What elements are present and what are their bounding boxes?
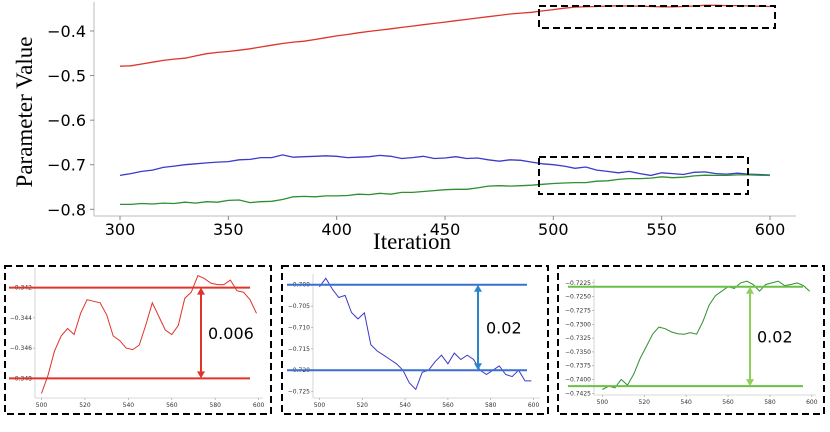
inset-y-tick-label: −0.725 xyxy=(288,389,310,396)
inset-y-tick-label: −0.710 xyxy=(288,324,310,331)
main-series-group xyxy=(119,4,771,206)
inset-x-tick-label: 580 xyxy=(210,402,222,409)
inset-x-tick-label: 520 xyxy=(79,402,91,409)
inset-y-tick-label: −0.705 xyxy=(288,303,310,310)
main-y-label: Parameter Value xyxy=(12,37,37,188)
inset-y-tick-label: −0.7325 xyxy=(565,335,591,342)
inset-y-tick-label: −0.7350 xyxy=(565,349,591,356)
range-annotation: 0.006 xyxy=(208,324,254,343)
inset-x-tick-label: 560 xyxy=(442,402,454,409)
main-y-tick-label: −0.7 xyxy=(47,156,86,175)
main-x-label: Iteration xyxy=(373,229,451,254)
inset-series-line-0 xyxy=(41,274,257,394)
inset-series-line-0 xyxy=(602,280,811,390)
main-x-ticks: 300 350 400 450 500 550 600 xyxy=(105,216,786,239)
inset-chart-green: −0.7225 −0.7250 −0.7275 −0.7300 −0.7325 −0.73… xyxy=(565,279,818,406)
range-annotation: 0.02 xyxy=(486,318,522,337)
inset-x-tick-label: 600 xyxy=(806,399,818,406)
main-series-line-2 xyxy=(120,174,771,206)
inset-x-tick-label: 540 xyxy=(399,402,411,409)
main-series-line-0 xyxy=(119,4,771,67)
inset-y-tick-label: −0.7275 xyxy=(565,307,591,314)
main-x-tick-label: 300 xyxy=(105,220,136,239)
inset-y-tick-label: −0.7375 xyxy=(565,363,591,370)
inset-x-tick-label: 520 xyxy=(357,402,369,409)
main-y-tick-label: −0.6 xyxy=(47,111,86,130)
main-chart: −0.4 −0.5 −0.6 −0.7 −0.8 300 350 400 450 500 550 6… xyxy=(12,2,796,254)
main-x-tick-label: 350 xyxy=(213,220,244,239)
main-x-tick-label: 550 xyxy=(646,220,677,239)
main-x-tick-label: 600 xyxy=(755,220,786,239)
inset-x-tick-label: 500 xyxy=(314,402,326,409)
inset-x-tick-label: 560 xyxy=(722,399,734,406)
range-arrow-head-up xyxy=(474,284,482,292)
inset-x-tick-label: 500 xyxy=(597,399,609,406)
inset-series-line-0 xyxy=(319,277,532,391)
inset-x-tick-label: 540 xyxy=(680,399,692,406)
main-series-line-1 xyxy=(119,154,771,177)
main-y-tick-label: −0.8 xyxy=(47,200,86,219)
main-y-tick-label: −0.4 xyxy=(47,22,86,41)
inset-chart-red: −0.342−0.344−0.346−0.3485005205405605806… xyxy=(9,268,265,409)
main-y-ticks: −0.4 −0.5 −0.6 −0.7 −0.8 xyxy=(47,22,94,219)
range-arrow-head-down xyxy=(474,363,482,371)
inset-frame-green xyxy=(557,265,825,415)
zoom-box-top xyxy=(538,5,776,29)
inset-x-tick-label: 580 xyxy=(764,399,776,406)
inset-x-tick-label: 600 xyxy=(253,402,265,409)
range-arrow-head-down xyxy=(746,379,754,387)
inset-x-tick-label: 580 xyxy=(485,402,497,409)
inset-y-tick-label: −0.346 xyxy=(10,345,32,352)
main-x-tick-label: 500 xyxy=(538,220,569,239)
inset-y-tick-label: −0.7225 xyxy=(565,280,591,287)
inset-x-tick-label: 500 xyxy=(36,402,48,409)
inset-x-tick-label: 600 xyxy=(528,402,540,409)
inset-y-tick-label: −0.7400 xyxy=(565,377,591,384)
range-arrow-head-up xyxy=(746,286,754,294)
range-arrow-head-down xyxy=(197,371,205,379)
inset-x-tick-label: 540 xyxy=(123,402,135,409)
inset-frame-red xyxy=(4,265,272,415)
inset-y-tick-label: −0.715 xyxy=(288,346,310,353)
inset-y-tick-label: −0.7300 xyxy=(565,321,591,328)
main-y-tick-label: −0.5 xyxy=(47,67,86,86)
inset-y-tick-label: −0.7250 xyxy=(565,294,591,301)
main-x-tick-label: 450 xyxy=(430,220,461,239)
range-arrow-head-up xyxy=(197,287,205,295)
inset-frame-blue xyxy=(281,265,549,415)
inset-y-tick-label: −0.344 xyxy=(10,315,32,322)
range-annotation: 0.02 xyxy=(757,327,793,346)
inset-x-tick-label: 520 xyxy=(639,399,651,406)
main-x-tick-label: 400 xyxy=(321,220,352,239)
zoom-box-bottom xyxy=(538,156,749,195)
inset-x-tick-label: 560 xyxy=(166,402,178,409)
inset-y-tick-label: −0.7425 xyxy=(565,390,591,397)
inset-chart-blue: −0.700−0.705−0.710−0.715−0.720−0.7255005… xyxy=(287,274,540,409)
